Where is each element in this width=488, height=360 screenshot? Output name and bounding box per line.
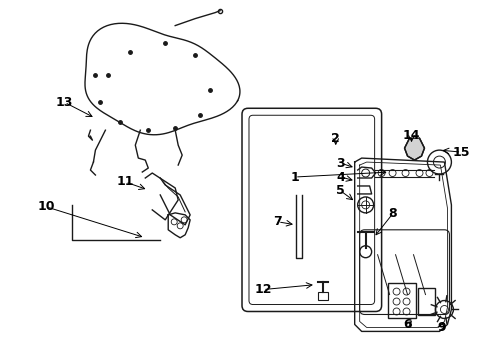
Text: 13: 13 [56,96,73,109]
Bar [317,292,327,300]
Text: 15: 15 [452,145,469,159]
Text: 14: 14 [402,129,419,142]
Text: 3: 3 [336,157,345,170]
Text: 7: 7 [273,215,282,228]
Text: 9: 9 [436,321,445,334]
Text: 10: 10 [38,201,55,213]
Text: 5: 5 [336,184,345,197]
Text: 1: 1 [290,171,299,184]
Text: 11: 11 [116,175,134,189]
Text: 2: 2 [331,132,340,145]
Bar [417,288,435,315]
Text: 12: 12 [254,283,271,296]
Text: 4: 4 [336,171,345,184]
Text: 6: 6 [403,318,411,331]
Polygon shape [404,138,424,160]
Text: 8: 8 [387,207,396,220]
Bar [387,283,415,319]
